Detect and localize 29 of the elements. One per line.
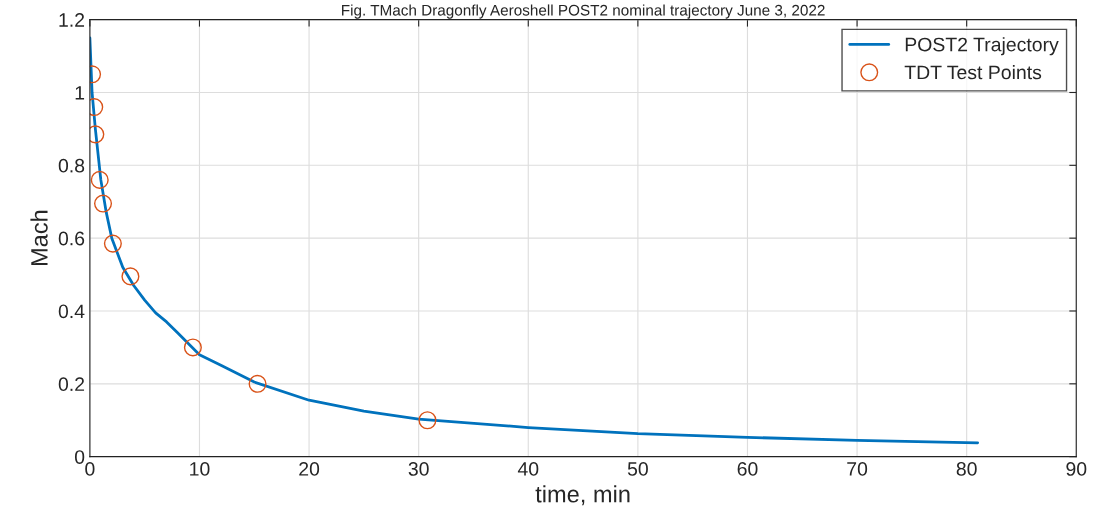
point (90, 170, 109, 189)
x-tick-label: 80 (956, 462, 977, 476)
y-tick-label: 0.6 (58, 231, 85, 246)
point (418, 411, 437, 430)
x-tick-label: 70 (847, 462, 868, 476)
y-tick-label: 0 (74, 450, 85, 464)
chart-title: Fig. TMach Dragonfly Aeroshell POST2 nominal trajectory June 3, 2022 (342, 4, 825, 19)
x-axis-title: time, min (535, 485, 630, 506)
point (248, 374, 267, 393)
x-tick-label: 50 (627, 462, 648, 476)
y-tick-label: 0.8 (58, 158, 85, 173)
point (183, 338, 202, 357)
y-tick-label: 0.4 (58, 304, 85, 319)
y-tick-label: 1.2 (59, 13, 85, 27)
y-tick-label: 1 (75, 86, 85, 100)
point (93, 194, 113, 213)
x-tick-label: 90 (1066, 462, 1087, 476)
y-axis-title: Mach (30, 210, 48, 266)
y-tick-label: 0.2 (58, 377, 85, 392)
x-tick-label: 60 (737, 462, 758, 476)
point (103, 234, 122, 253)
x-tick-label: 10 (190, 462, 210, 476)
legend-label: TDT Test Points (904, 65, 1042, 80)
x-tick-label: 30 (408, 462, 429, 476)
legend-label: POST2 Trajectory (905, 37, 1059, 56)
point (121, 267, 140, 286)
x-tick-label: 40 (517, 462, 539, 476)
x-tick-label: 0 (85, 462, 95, 476)
x-tick-label: 20 (299, 462, 320, 476)
